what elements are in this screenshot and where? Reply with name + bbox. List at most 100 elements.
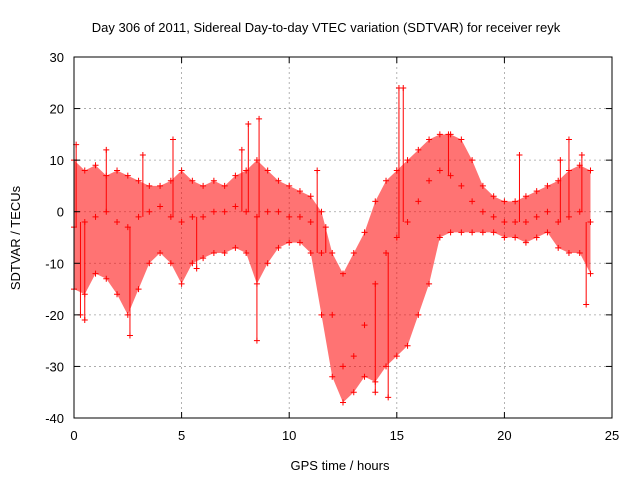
spike-point — [583, 301, 590, 308]
mean-point — [329, 311, 336, 318]
upper-point — [189, 177, 196, 184]
upper-point — [479, 182, 486, 189]
lower-point — [393, 353, 400, 360]
lower-point — [275, 244, 282, 251]
mean-point — [232, 203, 239, 210]
upper-point — [415, 146, 422, 153]
lower-point — [404, 342, 411, 349]
mean-point — [436, 167, 443, 174]
mean-point — [361, 322, 368, 329]
spike-point — [169, 136, 176, 143]
lower-point — [522, 239, 529, 246]
upper-point — [232, 172, 239, 179]
lower-point — [426, 280, 433, 287]
mean-point — [458, 182, 465, 189]
upper-point — [350, 249, 357, 256]
upper-point — [275, 177, 282, 184]
upper-point — [458, 136, 465, 143]
mean-point — [146, 208, 153, 215]
spike-point — [139, 151, 146, 158]
lower-point — [501, 234, 508, 241]
data-points — [71, 84, 594, 406]
lower-point — [447, 229, 454, 236]
upper-point — [92, 162, 99, 169]
lower-point — [318, 311, 325, 318]
mean-point — [340, 363, 346, 370]
spike-point — [385, 394, 392, 401]
spike-point — [372, 389, 379, 396]
lower-point — [361, 373, 368, 380]
mean-point — [512, 219, 519, 226]
upper-point — [436, 131, 443, 138]
lower-point — [555, 244, 562, 251]
upper-point — [114, 167, 121, 174]
spike-point — [578, 151, 585, 158]
lower-point — [189, 260, 196, 267]
lower-point — [340, 399, 346, 406]
spike-point — [445, 131, 452, 138]
spike-point — [245, 121, 252, 128]
upper-point — [210, 177, 217, 184]
x-tick-label: 20 — [497, 428, 511, 443]
upper-point — [135, 177, 142, 184]
mean-point — [318, 249, 325, 256]
lower-point — [329, 373, 336, 380]
mean-point — [189, 213, 196, 220]
upper-point — [286, 182, 293, 189]
upper-point — [318, 208, 325, 215]
spike-point — [81, 317, 88, 324]
lower-point — [296, 239, 303, 246]
lower-point — [157, 249, 164, 256]
x-axis-label: GPS time / hours — [291, 458, 390, 473]
upper-point — [146, 182, 153, 189]
mean-point — [296, 213, 303, 220]
mean-point — [135, 213, 142, 220]
spike-point — [253, 337, 260, 344]
upper-point — [372, 198, 379, 205]
x-tick-label: 25 — [605, 428, 619, 443]
mean-point — [415, 198, 422, 205]
lower-point — [533, 234, 540, 241]
lower-point — [458, 229, 465, 236]
y-axis-label: SDTVAR / TECUs — [8, 185, 23, 290]
mean-point — [426, 177, 433, 184]
lower-point — [167, 260, 174, 267]
lower-point — [210, 249, 217, 256]
lower-point — [221, 249, 228, 256]
spike-point — [565, 136, 572, 143]
upper-point — [512, 198, 519, 205]
upper-point — [329, 249, 336, 256]
upper-point — [221, 182, 228, 189]
y-tick-label: 20 — [50, 102, 64, 117]
spike-point — [238, 146, 245, 153]
data-envelope — [74, 134, 591, 403]
mean-point — [178, 219, 185, 226]
spike-point — [314, 167, 321, 174]
mean-point — [210, 208, 217, 215]
upper-point — [264, 167, 271, 174]
upper-point — [124, 172, 131, 179]
mean-point — [350, 353, 357, 360]
upper-point — [544, 182, 551, 189]
upper-point — [178, 167, 185, 174]
upper-point — [404, 157, 411, 164]
mean-point — [264, 208, 271, 215]
lower-point — [135, 286, 142, 293]
x-tick-label: 5 — [178, 428, 185, 443]
spike-point — [516, 151, 523, 158]
upper-point — [307, 193, 314, 200]
lower-point — [232, 244, 239, 251]
chart-title: Day 306 of 2011, Sidereal Day-to-day VTE… — [92, 20, 561, 35]
lower-point — [146, 260, 153, 267]
plot-frame — [73, 56, 613, 419]
y-tick-label: -40 — [45, 411, 64, 426]
mean-point — [469, 198, 476, 205]
mean-point — [587, 219, 594, 226]
lower-point — [512, 234, 519, 241]
x-tick-label: 15 — [390, 428, 404, 443]
upper-point — [296, 188, 303, 195]
upper-point — [200, 182, 207, 189]
axis-ticks: 0 5 10 15 20 25 -40 -30 -20 -10 0 10 20 30 — [45, 50, 619, 443]
upper-point — [361, 229, 368, 236]
lower-point — [350, 389, 357, 396]
